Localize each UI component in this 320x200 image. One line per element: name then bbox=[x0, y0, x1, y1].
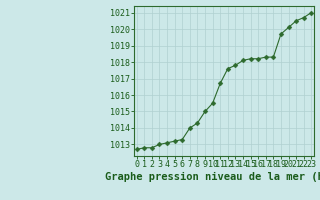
X-axis label: Graphe pression niveau de la mer (hPa): Graphe pression niveau de la mer (hPa) bbox=[105, 172, 320, 182]
